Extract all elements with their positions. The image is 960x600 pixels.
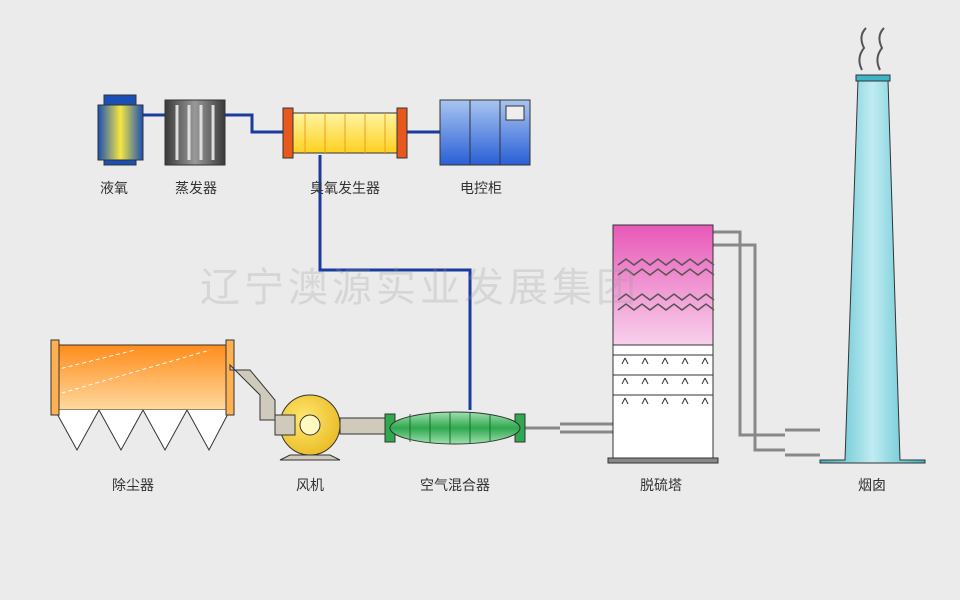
label-dust-collector: 除尘器 <box>112 475 154 495</box>
diagram-canvas: 液氧 蒸发器 臭氧发生器 电控柜 除尘器 风机 空气混合器 脱硫塔 烟囱 辽宁澳… <box>0 0 960 600</box>
chimney-unit <box>820 28 925 463</box>
label-control-cabinet: 电控柜 <box>460 178 502 198</box>
watermark-text: 辽宁澳源实业发展集团 <box>200 255 640 313</box>
label-air-mixer: 空气混合器 <box>420 475 490 495</box>
dust-collector-unit <box>51 340 234 450</box>
pipe-fan-mixer <box>340 418 390 434</box>
label-chimney: 烟囱 <box>858 475 886 495</box>
liquid-oxygen-tank <box>98 95 143 165</box>
label-ozone-generator: 臭氧发生器 <box>310 178 380 198</box>
label-liquid-oxygen: 液氧 <box>100 178 128 198</box>
label-evaporator: 蒸发器 <box>175 178 217 198</box>
control-cabinet-unit <box>440 100 530 165</box>
evaporator-unit <box>165 100 225 165</box>
duct <box>230 365 275 420</box>
label-desulfurization-tower: 脱硫塔 <box>640 475 682 495</box>
fan-unit <box>275 395 340 460</box>
air-mixer-unit <box>385 412 525 444</box>
ozone-generator-unit <box>283 108 407 158</box>
label-fan: 风机 <box>296 475 324 495</box>
